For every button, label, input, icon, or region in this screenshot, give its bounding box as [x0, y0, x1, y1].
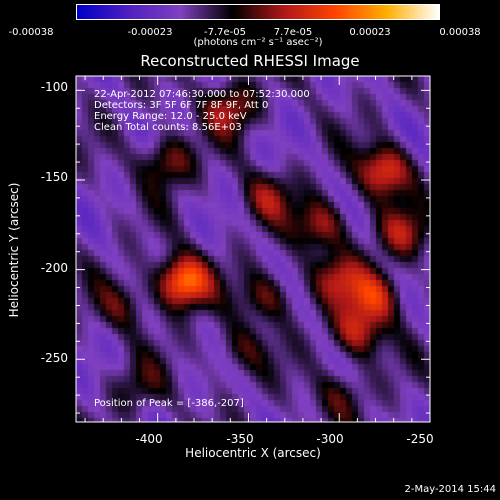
colorbar	[76, 4, 440, 20]
colorbar-tick: -0.00023	[127, 27, 173, 38]
chart-title: Reconstructed RHESSI Image	[140, 52, 360, 70]
annotation-detectors: Detectors: 3F 5F 6F 7F 8F 9F, Att 0	[94, 100, 269, 111]
colorbar-unit-label: (photons cm⁻² s⁻¹ asec⁻²)	[193, 37, 323, 48]
x-tick-label: -250	[406, 432, 434, 446]
y-tick-label: -250	[40, 351, 68, 365]
x-tick-label: -400	[135, 432, 163, 446]
x-tick-label: -350	[226, 432, 254, 446]
annotation-peak-position: Position of Peak = [-386,-207]	[94, 398, 244, 409]
colorbar-tick: -0.00038	[8, 27, 54, 38]
colorbar-tick: 0.00038	[439, 27, 481, 38]
colorbar-tick: 0.00023	[349, 27, 391, 38]
plot-border	[75, 75, 431, 423]
y-tick-label: -150	[40, 170, 68, 184]
y-tick-label: -200	[40, 261, 68, 275]
annotation-time-range: 22-Apr-2012 07:46:30.000 to 07:52:30.000	[94, 89, 310, 100]
colorbar-tick: 7.7e-05	[273, 27, 313, 38]
colorbar-tick: -7.7e-05	[204, 27, 246, 38]
x-axis-label: Heliocentric X (arcsec)	[185, 446, 321, 460]
annotation-energy-range: Energy Range: 12.0 - 25.0 keV	[94, 111, 247, 122]
x-tick-label: -300	[316, 432, 344, 446]
rhessi-image-heatmap	[76, 76, 430, 422]
y-axis-label: Heliocentric Y (arcsec)	[7, 182, 21, 318]
annotation-clean-counts: Clean Total counts: 8.56E+03	[94, 122, 242, 133]
y-tick-label: -100	[40, 80, 68, 94]
plot-datestamp: 2-May-2014 15:44	[404, 484, 496, 495]
